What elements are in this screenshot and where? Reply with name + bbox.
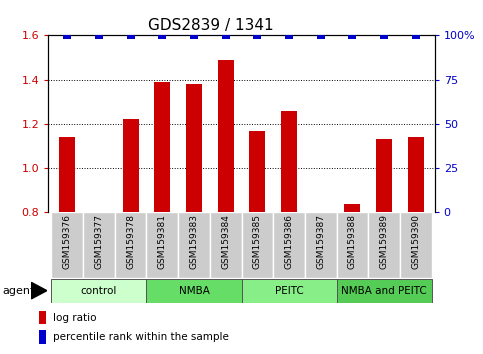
Text: GSM159376: GSM159376 <box>63 215 72 269</box>
Text: GSM159387: GSM159387 <box>316 215 325 269</box>
Bar <box>305 212 337 278</box>
Bar <box>368 212 400 278</box>
Text: GSM159386: GSM159386 <box>284 215 294 269</box>
Bar <box>210 212 242 278</box>
Text: GSM159390: GSM159390 <box>411 215 420 269</box>
Bar <box>400 212 431 278</box>
Text: GSM159388: GSM159388 <box>348 215 357 269</box>
Bar <box>376 139 392 212</box>
Point <box>317 33 325 38</box>
Polygon shape <box>31 282 47 299</box>
Bar <box>59 137 75 212</box>
Bar <box>39 311 46 324</box>
Bar <box>146 212 178 278</box>
Point <box>63 33 71 38</box>
Point <box>412 33 420 38</box>
Bar <box>218 60 234 212</box>
Text: GSM159383: GSM159383 <box>189 215 199 269</box>
Text: GSM159389: GSM159389 <box>380 215 388 269</box>
Bar <box>186 84 202 212</box>
Title: GDS2839 / 1341: GDS2839 / 1341 <box>148 18 273 33</box>
Bar <box>39 330 46 344</box>
Text: control: control <box>81 286 117 296</box>
Text: GSM159385: GSM159385 <box>253 215 262 269</box>
Bar <box>242 279 337 303</box>
Bar <box>337 279 431 303</box>
Text: log ratio: log ratio <box>53 313 96 323</box>
Bar <box>337 212 368 278</box>
Bar <box>123 120 139 212</box>
Text: GSM159377: GSM159377 <box>95 215 103 269</box>
Bar <box>408 137 424 212</box>
Bar <box>83 212 115 278</box>
Text: agent: agent <box>2 286 35 296</box>
Bar <box>344 204 360 212</box>
Point <box>127 33 134 38</box>
Point <box>349 33 356 38</box>
Bar <box>249 131 265 212</box>
Bar <box>178 212 210 278</box>
Text: GSM159384: GSM159384 <box>221 215 230 269</box>
Point <box>254 33 261 38</box>
Point <box>285 33 293 38</box>
Point <box>95 33 103 38</box>
Point <box>158 33 166 38</box>
Bar <box>146 279 242 303</box>
Bar <box>273 212 305 278</box>
Bar <box>52 212 83 278</box>
Text: percentile rank within the sample: percentile rank within the sample <box>53 332 228 342</box>
Text: GSM159381: GSM159381 <box>158 215 167 269</box>
Text: NMBA: NMBA <box>179 286 210 296</box>
Bar <box>242 212 273 278</box>
Text: GSM159378: GSM159378 <box>126 215 135 269</box>
Point <box>222 33 229 38</box>
Bar <box>115 212 146 278</box>
Point <box>380 33 388 38</box>
Bar <box>155 82 170 212</box>
Text: NMBA and PEITC: NMBA and PEITC <box>341 286 427 296</box>
Bar <box>281 110 297 212</box>
Bar <box>52 279 146 303</box>
Point <box>190 33 198 38</box>
Text: PEITC: PEITC <box>275 286 303 296</box>
